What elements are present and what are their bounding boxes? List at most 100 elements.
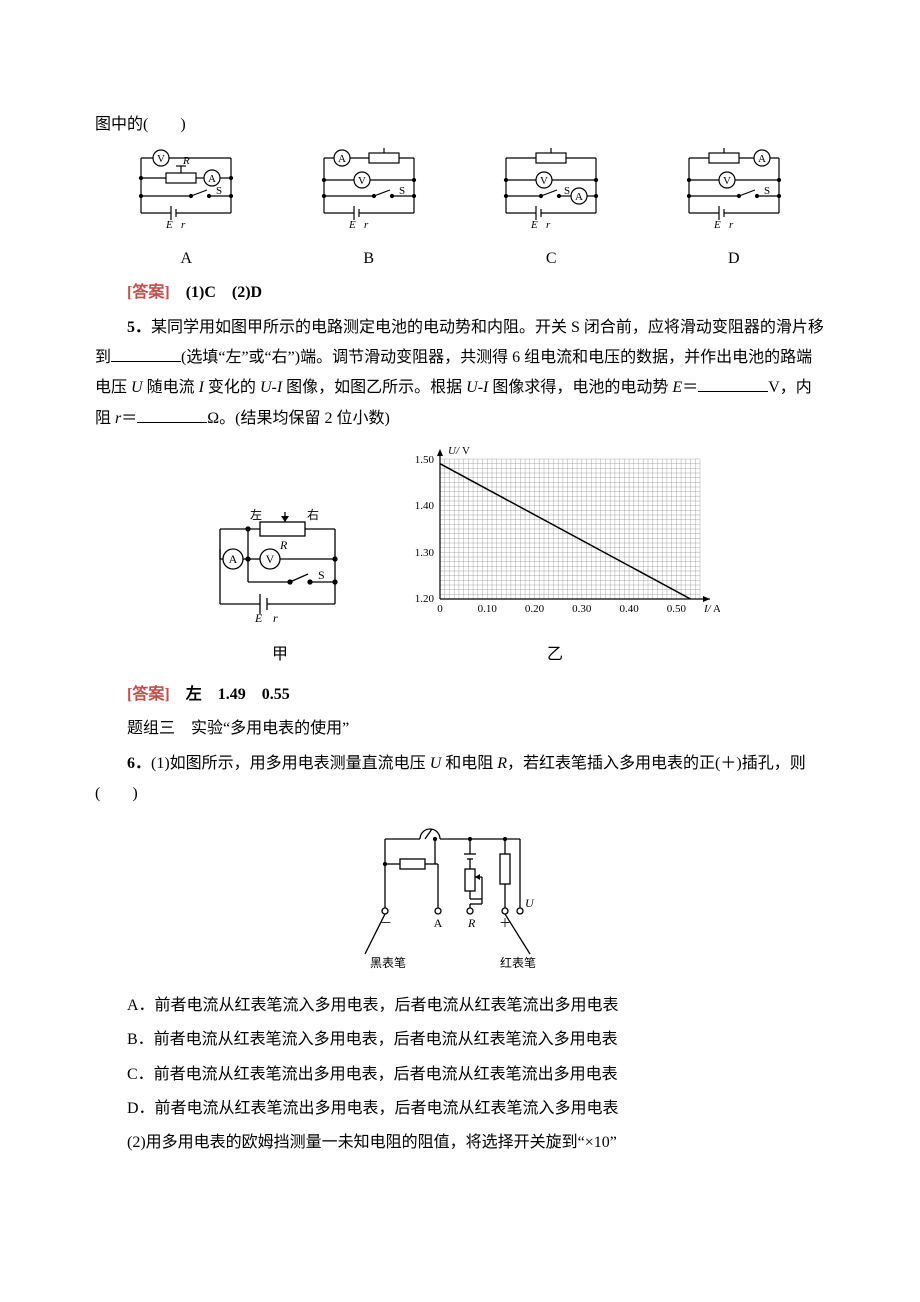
svg-text:0.10: 0.10 bbox=[478, 603, 498, 615]
svg-text:V: V bbox=[540, 175, 548, 187]
svg-text:V: V bbox=[266, 552, 275, 566]
svg-text:S: S bbox=[764, 185, 770, 197]
q6-options: A．前者电流从红表笔流入多用电表，后者电流从红表笔流出多用电表 B．前者电流从红… bbox=[127, 991, 825, 1125]
svg-text:A: A bbox=[575, 191, 583, 203]
svg-text:I/: I/ bbox=[703, 603, 712, 615]
svg-text:1.50: 1.50 bbox=[415, 454, 435, 466]
svg-text:黑表笔: 黑表笔 bbox=[370, 955, 406, 969]
svg-text:S: S bbox=[318, 568, 325, 582]
q5-fig-left: 左 右 R A V bbox=[200, 504, 360, 670]
q5-answer-label: [答案] bbox=[127, 686, 170, 703]
q5-text: 5．某同学用如图甲所示的电路测定电池的电动势和内阻。开关 S 闭合前，应将滑动变… bbox=[95, 313, 825, 435]
svg-text:0.50: 0.50 bbox=[667, 603, 687, 615]
q5-circuit-svg: 左 右 R A V bbox=[200, 504, 360, 624]
q5-ui2: U-I bbox=[466, 379, 488, 396]
svg-text:V: V bbox=[462, 445, 470, 457]
q6-circuit-svg: － A R ＋ U 黑表笔 红表笔 bbox=[360, 819, 560, 969]
svg-text:E: E bbox=[254, 611, 263, 624]
q5-figures: 左 右 R A V bbox=[95, 444, 825, 670]
svg-text:S: S bbox=[399, 185, 405, 197]
svg-text:A: A bbox=[758, 153, 766, 165]
circuit-d-svg: R A V S bbox=[669, 148, 799, 228]
svg-text:r: r bbox=[181, 219, 186, 228]
q4-option-d-label: D bbox=[669, 244, 799, 274]
q4-option-c-label: C bbox=[486, 244, 616, 274]
svg-text:R: R bbox=[467, 916, 476, 930]
q5-text-j: Ω。(结果均保留 2 位小数) bbox=[207, 410, 390, 427]
svg-text:R: R bbox=[182, 155, 190, 167]
q4-lead: 图中的( ) bbox=[95, 110, 825, 140]
q5-fig-left-label: 甲 bbox=[200, 640, 360, 670]
q4-option-b: A R V S bbox=[304, 148, 434, 274]
q6-u: U bbox=[430, 755, 442, 772]
q6-option-c: C．前者电流从红表笔流出多用电表，后者电流从红表笔流出多用电表 bbox=[127, 1060, 825, 1090]
svg-text:U/: U/ bbox=[448, 445, 460, 457]
svg-text:左: 左 bbox=[250, 507, 262, 522]
svg-text:0: 0 bbox=[437, 603, 443, 615]
q4-options-row: V R A S bbox=[95, 148, 825, 274]
q6-text-a: (1)如图所示，用多用电表测量直流电压 bbox=[151, 755, 430, 772]
svg-text:1.30: 1.30 bbox=[415, 547, 435, 559]
q5-blank1 bbox=[111, 345, 181, 362]
svg-text:V: V bbox=[157, 153, 165, 165]
q5-answer-text: 左 1.49 0.55 bbox=[186, 686, 290, 703]
q5-fig-right: 1.20 1.30 1.40 1.50 U/V 0 0.10 0.20 0.30… bbox=[390, 444, 720, 670]
q6-option-b: B．前者电流从红表笔流入多用电表，后者电流从红表笔流入多用电表 bbox=[127, 1025, 825, 1055]
q6-option-a: A．前者电流从红表笔流入多用电表，后者电流从红表笔流出多用电表 bbox=[127, 991, 825, 1021]
q4-option-a: V R A S bbox=[121, 148, 251, 274]
q4-answer-label: [答案] bbox=[127, 284, 170, 301]
svg-text:A: A bbox=[713, 603, 720, 615]
q5-answer: [答案] 左 1.49 0.55 bbox=[95, 680, 825, 710]
svg-text:V: V bbox=[358, 175, 366, 187]
svg-text:E: E bbox=[530, 219, 538, 228]
svg-text:U: U bbox=[525, 896, 535, 910]
q6-figure: － A R ＋ U 黑表笔 红表笔 bbox=[95, 819, 825, 980]
q5-text-c: 随电流 bbox=[143, 379, 199, 396]
q6-part2: (2)用多用电表的欧姆挡测量一未知电阻的阻值，将选择开关旋到“×10” bbox=[95, 1128, 825, 1158]
circuit-c-svg: R V S A bbox=[486, 148, 616, 228]
svg-text:1.40: 1.40 bbox=[415, 500, 435, 512]
svg-text:0.40: 0.40 bbox=[619, 603, 639, 615]
q5-fig-right-label: 乙 bbox=[390, 640, 720, 670]
q5-text-f: 图像求得，电池的电动势 bbox=[488, 379, 672, 396]
svg-text:红表笔: 红表笔 bbox=[500, 955, 536, 969]
svg-text:S: S bbox=[216, 185, 222, 197]
circuit-b-svg: A R V S bbox=[304, 148, 434, 228]
svg-text:r: r bbox=[729, 219, 734, 228]
svg-text:A: A bbox=[208, 173, 216, 185]
q5-num: 5． bbox=[127, 319, 151, 336]
svg-text:r: r bbox=[364, 219, 369, 228]
svg-text:S: S bbox=[564, 185, 570, 197]
q6-text-b: 和电阻 bbox=[441, 755, 497, 772]
q5-blank3 bbox=[137, 406, 207, 423]
q4-option-d: R A V S bbox=[669, 148, 799, 274]
q6-num: 6． bbox=[127, 755, 151, 772]
svg-text:A: A bbox=[338, 153, 346, 165]
svg-text:－: － bbox=[380, 916, 392, 930]
svg-text:E: E bbox=[348, 219, 356, 228]
svg-text:V: V bbox=[723, 175, 731, 187]
q5-chart-svg: 1.20 1.30 1.40 1.50 U/V 0 0.10 0.20 0.30… bbox=[390, 444, 720, 624]
q6-r: R bbox=[497, 755, 507, 772]
q4-option-a-label: A bbox=[121, 244, 251, 274]
q4-answer: [答案] (1)C (2)D bbox=[95, 278, 825, 308]
svg-text:＋: ＋ bbox=[499, 916, 511, 930]
svg-text:右: 右 bbox=[307, 507, 319, 522]
q5-e: E bbox=[672, 379, 682, 396]
circuit-a-svg: V R A S bbox=[121, 148, 251, 228]
svg-text:A: A bbox=[434, 916, 443, 930]
svg-text:R: R bbox=[279, 538, 288, 552]
q5-blank2 bbox=[698, 375, 768, 392]
q5-text-i: ＝ bbox=[121, 410, 137, 427]
svg-text:E: E bbox=[165, 219, 173, 228]
q5-text-g: ＝ bbox=[682, 379, 698, 396]
svg-text:r: r bbox=[273, 611, 278, 624]
q5-text-e: 图像，如图乙所示。根据 bbox=[282, 379, 466, 396]
svg-text:1.20: 1.20 bbox=[415, 593, 435, 605]
q6-option-d: D．前者电流从红表笔流出多用电表，后者电流从红表笔流入多用电表 bbox=[127, 1094, 825, 1124]
q5-text-d: 变化的 bbox=[204, 379, 260, 396]
q6-text: 6．(1)如图所示，用多用电表测量直流电压 U 和电阻 R，若红表笔插入多用电表… bbox=[95, 749, 825, 810]
q4-option-b-label: B bbox=[304, 244, 434, 274]
svg-text:r: r bbox=[546, 219, 551, 228]
q4-answer-text: (1)C (2)D bbox=[186, 284, 262, 301]
